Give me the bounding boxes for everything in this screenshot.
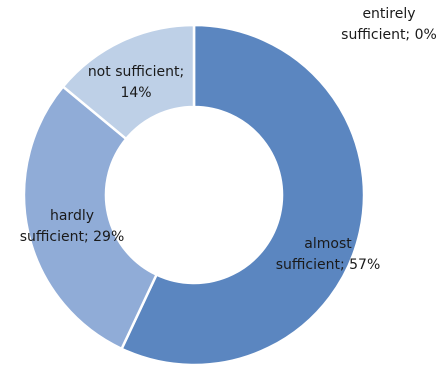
label-hardly-sufficient: hardly sufficient; 29% — [20, 208, 125, 245]
label-almost-sufficient-line-1: almost — [304, 236, 352, 252]
slice-not-sufficient — [61, 23, 196, 141]
labels-group: almost sufficient; 57% hardly sufficient; 2… — [20, 6, 437, 273]
label-entirely-sufficient-line-1: entirely — [362, 6, 415, 22]
slice-almost-sufficient — [119, 23, 366, 367]
label-almost-sufficient-line-2: sufficient; 57% — [276, 257, 381, 273]
label-hardly-sufficient-line-2: sufficient; 29% — [20, 229, 125, 245]
label-almost-sufficient: almost sufficient; 57% — [276, 236, 381, 273]
label-hardly-sufficient-line-1: hardly — [50, 208, 94, 224]
label-entirely-sufficient-line-2: sufficient; 0% — [341, 27, 437, 43]
label-entirely-sufficient: entirely sufficient; 0% — [341, 6, 437, 43]
slice-hardly-sufficient — [22, 84, 159, 351]
label-not-sufficient-line-2: 14% — [120, 85, 151, 101]
label-not-sufficient: not sufficient; 14% — [88, 64, 184, 101]
slices-group — [22, 23, 366, 367]
label-not-sufficient-line-1: not sufficient; — [88, 64, 184, 80]
